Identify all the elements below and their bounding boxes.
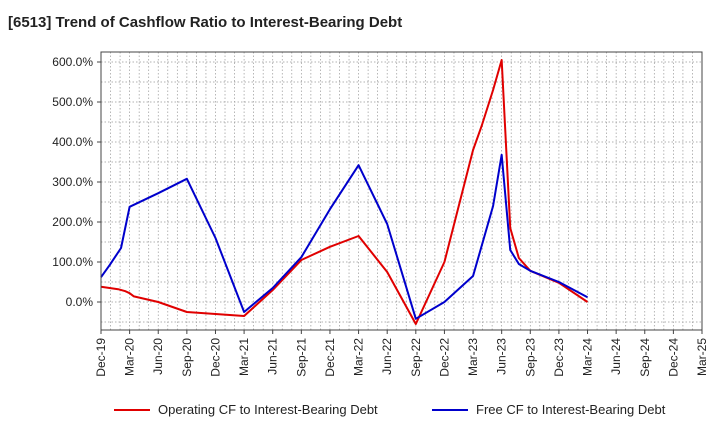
x-tick-label: Jun-23 xyxy=(495,338,509,375)
legend-item-free-cf: Free CF to Interest-Bearing Debt xyxy=(432,402,665,417)
grid xyxy=(101,52,702,330)
y-tick-label: 100.0% xyxy=(52,255,93,269)
y-tick-label: 0.0% xyxy=(66,295,94,309)
y-tick-label: 300.0% xyxy=(52,175,93,189)
x-tick-label: Sep-22 xyxy=(409,338,423,377)
x-tick-label: Mar-21 xyxy=(237,338,251,376)
legend-swatch-operating-cf xyxy=(114,408,150,411)
x-tick-label: Dec-24 xyxy=(666,338,680,377)
x-tick-label: Jun-20 xyxy=(151,338,165,375)
series-line-operating-cf xyxy=(100,59,589,325)
y-tick-label: 600.0% xyxy=(52,55,93,69)
x-tick-label: Sep-20 xyxy=(180,338,194,377)
y-tick-label: 200.0% xyxy=(52,215,93,229)
legend-item-operating-cf: Operating CF to Interest-Bearing Debt xyxy=(114,402,378,417)
x-tick-label: Mar-24 xyxy=(581,338,595,376)
y-tick-label: 500.0% xyxy=(52,95,93,109)
y-tick-label: 400.0% xyxy=(52,135,93,149)
x-tick-label: Mar-25 xyxy=(695,338,709,376)
x-tick-label: Mar-23 xyxy=(466,338,480,376)
x-tick-label: Jun-24 xyxy=(609,338,623,375)
x-tick-label: Sep-23 xyxy=(523,338,537,377)
legend-label-operating-cf: Operating CF to Interest-Bearing Debt xyxy=(158,402,378,417)
x-tick-label: Dec-23 xyxy=(552,338,566,377)
x-tick-label: Dec-21 xyxy=(323,338,337,377)
x-tick-label: Dec-22 xyxy=(437,338,451,377)
chart-title: [6513] Trend of Cashflow Ratio to Intere… xyxy=(8,14,403,31)
legend: Operating CF to Interest-Bearing Debt Fr… xyxy=(0,402,720,426)
x-tick-label: Jun-21 xyxy=(266,338,280,375)
x-tick-label: Jun-22 xyxy=(380,338,394,375)
plot-border xyxy=(100,51,703,331)
plot-frame xyxy=(100,51,703,331)
x-tick-label: Mar-22 xyxy=(352,338,366,376)
series-line-free-cf xyxy=(100,153,588,320)
x-tick-label: Dec-20 xyxy=(208,338,222,377)
legend-swatch-free-cf xyxy=(432,408,468,411)
y-axis: 0.0% 100.0% 200.0% 300.0% 400.0% 500.0% 600.0% xyxy=(52,55,101,309)
x-tick-label: Dec-19 xyxy=(94,338,108,377)
legend-label-free-cf: Free CF to Interest-Bearing Debt xyxy=(476,402,666,417)
x-tick-label: Mar-20 xyxy=(123,338,137,376)
x-tick-label: Sep-21 xyxy=(294,338,308,377)
x-tick-label: Sep-24 xyxy=(638,338,652,377)
x-axis: Dec-19 Mar-20 Jun-20 Sep-20 Dec-20 Mar-21 Jun-… xyxy=(94,330,709,377)
series-group xyxy=(100,59,589,325)
